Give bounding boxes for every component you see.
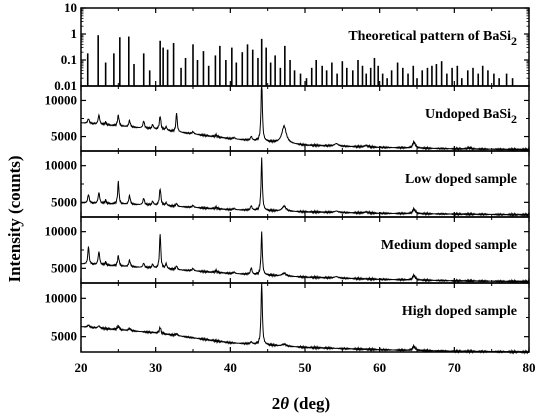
panel-label-2: Low doped sample [405, 172, 517, 187]
y-tick-label: 0.01 [54, 78, 77, 93]
panel-label-4: High doped sample [402, 304, 517, 319]
y-tick-label: 5000 [51, 129, 77, 144]
y-tick-label: 5000 [51, 260, 77, 275]
x-axis-tick-labels: 20 30 40 50 60 70 80 [75, 360, 536, 375]
panel-frame-0 [80, 7, 530, 87]
y-tick-label: 1 [71, 26, 78, 41]
x-axis-title-prefix: 2 [272, 394, 281, 413]
x-tick-label: 30 [149, 360, 162, 375]
panel-label-subscript: 2 [511, 112, 517, 126]
panel-1: 5000 10000 Undoped BaSi2 [45, 85, 530, 153]
x-tick-label: 60 [373, 360, 386, 375]
x-tick-label: 40 [224, 360, 237, 375]
y-tick-label: 5000 [51, 329, 77, 344]
panel-label-text: Medium doped sample [381, 238, 517, 253]
panel-label-text: Low doped sample [405, 172, 517, 187]
panel-label-subscript: 2 [511, 34, 517, 48]
panel-3: 5000 10000 Medium doped sample [45, 216, 530, 285]
y-tick-label: 0.1 [61, 52, 77, 67]
x-tick-label: 80 [523, 360, 536, 375]
y-tick-label: 10 [64, 0, 77, 15]
panel-label-text: Theoretical pattern of BaSi [348, 29, 511, 44]
panel-label-3: Medium doped sample [381, 238, 517, 253]
panel-label-text: High doped sample [402, 304, 517, 319]
x-tick-label: 50 [299, 360, 312, 375]
panel-label-0: Theoretical pattern of BaSi2 [348, 29, 517, 48]
x-tick-label: 70 [448, 360, 461, 375]
y-tick-label: 10000 [45, 290, 78, 305]
panel-label-1: Undoped BaSi2 [425, 107, 517, 126]
y-tick-label: 5000 [51, 194, 77, 209]
panel-4: 5000 10000 High doped sample [45, 282, 530, 355]
x-axis-title-suffix: (deg) [289, 394, 330, 413]
panel-label-text: Undoped BaSi [425, 107, 511, 122]
x-axis-title: 2θ (deg) [272, 394, 330, 413]
y-tick-label: 10000 [45, 92, 78, 107]
x-tick-label: 20 [75, 360, 88, 375]
panel-0: 0.01 0.1 1 10 Theoretical pattern of BaSi2 [54, 0, 530, 93]
y-axis-title: Intensity (counts) [5, 155, 24, 282]
x-axis-title-symbol: θ [280, 394, 289, 413]
panel-2: 5000 10000 Low doped sample [45, 150, 530, 218]
y-tick-label: 10000 [45, 224, 78, 239]
y-tick-label: 10000 [45, 158, 78, 173]
